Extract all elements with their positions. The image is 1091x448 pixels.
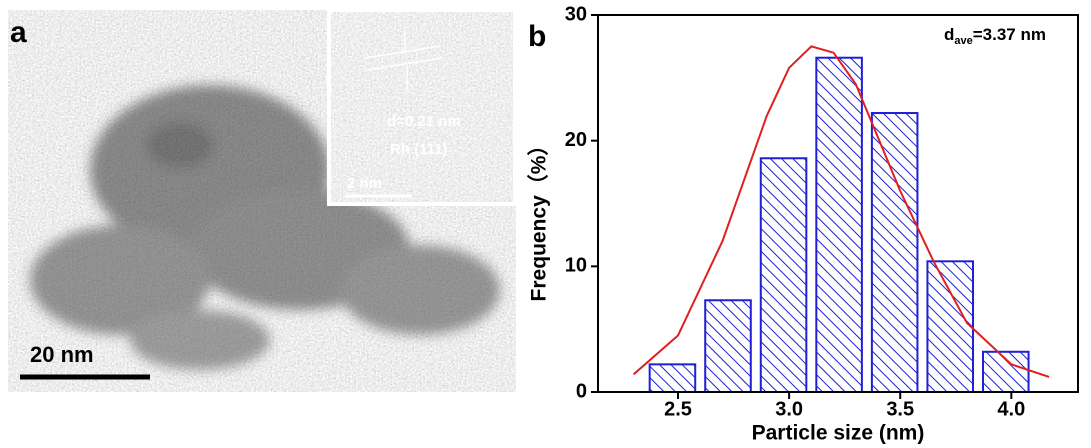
tem-image bbox=[8, 8, 517, 392]
y-tick-label: 10 bbox=[565, 255, 587, 277]
bar bbox=[759, 157, 808, 393]
bar bbox=[704, 299, 752, 393]
bar bbox=[870, 112, 919, 394]
y-axis-label: Frequency（%） bbox=[527, 135, 551, 302]
x-tick-label: 3.0 bbox=[775, 398, 803, 420]
bar bbox=[926, 260, 975, 393]
inset-scale-label: 2 nm bbox=[347, 175, 382, 192]
x-tick-label: 3.5 bbox=[886, 398, 914, 420]
x-tick-label: 4.0 bbox=[997, 398, 1025, 420]
y-tick-label: 20 bbox=[565, 129, 587, 151]
panel-label: b bbox=[528, 20, 546, 53]
x-tick-label: 2.5 bbox=[664, 398, 692, 420]
inset-plane: Rh (111) bbox=[390, 141, 448, 158]
annotation: dave=3.37 nm bbox=[944, 25, 1046, 46]
plot-frame bbox=[597, 14, 1079, 393]
annotation-subscript: ave bbox=[954, 35, 972, 47]
x-axis-label: Particle size (nm) bbox=[752, 422, 925, 445]
inset-spacing: d=0.21 nm bbox=[387, 113, 461, 130]
y-tick-label: 30 bbox=[565, 3, 587, 25]
scale-bar-label: 20 nm bbox=[30, 342, 94, 367]
bar bbox=[648, 363, 697, 393]
annotation-text: =3.37 nm bbox=[973, 25, 1046, 44]
annotation-symbol: d bbox=[944, 25, 954, 44]
bar bbox=[815, 56, 863, 394]
fit-curve bbox=[632, 45, 1050, 378]
panel-label: a bbox=[10, 16, 27, 49]
y-tick-label: 0 bbox=[576, 380, 587, 402]
